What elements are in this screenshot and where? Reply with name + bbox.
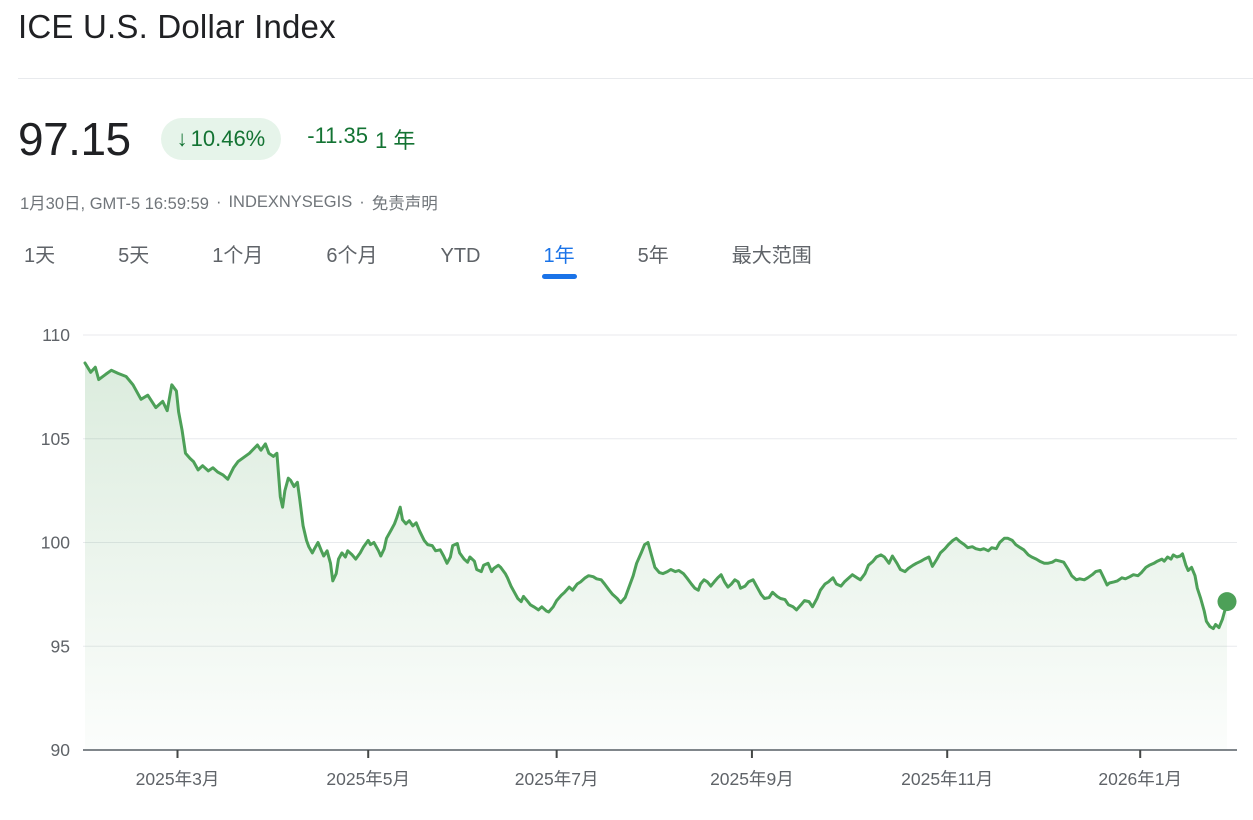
- tab-label: 6个月: [326, 245, 378, 267]
- tab-1d[interactable]: 1天: [24, 242, 55, 270]
- tab-label: 5年: [637, 245, 669, 267]
- tab-label: 最大范围: [731, 245, 812, 267]
- current-price: 97.15: [18, 113, 131, 165]
- tab-label: 5天: [118, 245, 150, 267]
- y-axis-label: 90: [51, 740, 71, 760]
- x-axis-label: 2025年11月: [901, 769, 993, 789]
- separator-dot: ·: [215, 192, 222, 211]
- disclaimer-link[interactable]: 免责声明: [371, 195, 438, 213]
- tab-ytd[interactable]: YTD: [441, 242, 481, 270]
- y-axis-label: 100: [41, 533, 70, 553]
- y-axis-label: 95: [51, 636, 70, 656]
- tab-5y[interactable]: 5年: [638, 242, 669, 270]
- change-percent-badge: ↓ 10.46%: [160, 118, 282, 160]
- change-period: 1 年: [375, 128, 416, 153]
- series-line: [83, 361, 1229, 631]
- separator-dot: ·: [359, 192, 365, 211]
- x-axis-label: 2025年5月: [326, 769, 410, 789]
- y-axis-label: 110: [42, 325, 70, 345]
- change-absolute-value: -11.35: [307, 123, 368, 148]
- quote-meta: 1月30日, GMT-5 16:59:59 · INDEXNYSEGIS · 免…: [20, 190, 438, 214]
- exchange-name: INDEXNYSEGIS: [228, 192, 353, 211]
- last-price-marker: [1217, 592, 1237, 612]
- tab-6m[interactable]: 6个月: [326, 242, 377, 270]
- tab-label: 1年: [543, 245, 575, 267]
- tab-1m[interactable]: 1个月: [212, 242, 263, 270]
- tab-max[interactable]: 最大范围: [732, 242, 812, 270]
- price-chart[interactable]: 110 105 100 95 90 2025年3月 2025年5月 2025年7月 2025年9…: [0, 315, 1253, 820]
- tab-1y[interactable]: 1年: [541, 242, 577, 279]
- quote-header: 97.15 ↓ 10.46% -11.35 1 年: [18, 112, 415, 166]
- tab-label: 1个月: [212, 245, 264, 267]
- tab-5d[interactable]: 5天: [118, 242, 149, 270]
- header-divider: [18, 78, 1253, 79]
- range-tabs: 1天 5天 1个月 6个月 YTD 1年 5年 最大范围: [24, 242, 812, 279]
- x-axis-label: 2026年1月: [1098, 769, 1182, 789]
- arrow-down-icon: ↓: [176, 126, 188, 151]
- change-percent-value: 10.46%: [190, 126, 266, 151]
- x-axis-label: 2025年3月: [136, 769, 220, 789]
- price-chart-svg[interactable]: 110 105 100 95 90 2025年3月 2025年5月 2025年7月 2025年9…: [0, 315, 1253, 820]
- x-axis-label: 2025年9月: [710, 769, 794, 789]
- tab-label: YTD: [440, 245, 481, 267]
- y-axis-label: 105: [41, 429, 70, 449]
- series-area-fill: [85, 363, 1227, 750]
- quote-timestamp: 1月30日, GMT-5 16:59:59: [20, 195, 209, 213]
- tab-label: 1天: [24, 245, 56, 267]
- x-axis-label: 2025年7月: [515, 769, 599, 789]
- page-title: ICE U.S. Dollar Index: [18, 8, 336, 45]
- change-absolute: -11.35 1 年: [307, 123, 415, 155]
- active-tab-underline: [541, 274, 577, 279]
